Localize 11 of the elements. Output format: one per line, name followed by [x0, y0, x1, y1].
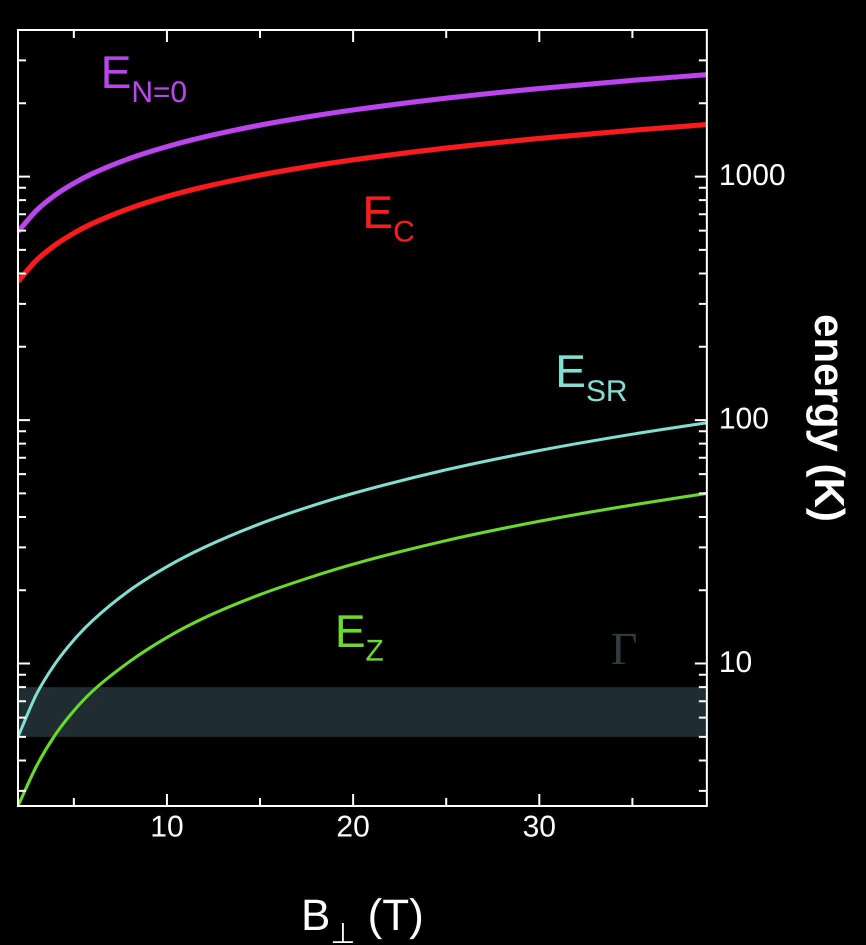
line-series — [18, 421, 707, 738]
y-tick-label: 10 — [718, 646, 752, 679]
y-tick-label: 1000 — [718, 158, 786, 192]
line-series — [18, 492, 707, 806]
x-tick-label: 30 — [522, 810, 556, 844]
y-tick-label: 100 — [718, 402, 769, 436]
band-label: Γ — [610, 623, 638, 674]
x-axis-title: B⊥ (T) — [301, 891, 424, 945]
x-tick-label: 20 — [336, 810, 370, 844]
x-tick-label: 10 — [150, 810, 184, 844]
y-axis-title: energy (K) — [806, 314, 854, 522]
